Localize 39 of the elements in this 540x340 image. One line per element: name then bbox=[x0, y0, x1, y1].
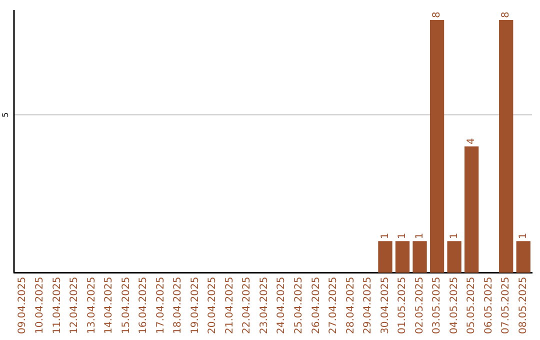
x-tick-label: 08.05.2025 bbox=[518, 276, 529, 334]
x-tick-label: 10.04.2025 bbox=[34, 276, 46, 334]
x-tick-label: 24.04.2025 bbox=[276, 276, 288, 334]
x-tick-label: 14.04.2025 bbox=[104, 276, 115, 334]
x-tick-label: 21.04.2025 bbox=[224, 276, 236, 334]
x-tick-label: 05.05.2025 bbox=[466, 276, 478, 334]
ref-line-label: 5 bbox=[1, 112, 10, 118]
x-tick-label: 04.05.2025 bbox=[448, 276, 460, 334]
x-tick-label: 22.04.2025 bbox=[242, 276, 253, 334]
data-label: 1 bbox=[448, 232, 460, 240]
data-label: 8 bbox=[500, 12, 512, 18]
x-tick-label: 07.05.2025 bbox=[500, 276, 512, 334]
x-tick-label: 06.05.2025 bbox=[483, 276, 494, 334]
x-tick-label: 13.04.2025 bbox=[86, 276, 98, 334]
x-tick-label: 19.04.2025 bbox=[190, 276, 201, 334]
x-tick-label: 27.04.2025 bbox=[328, 276, 340, 334]
data-label: 1 bbox=[380, 232, 391, 240]
x-tick-label: 18.04.2025 bbox=[172, 276, 184, 334]
data-label: 8 bbox=[432, 12, 443, 18]
data-label: 1 bbox=[414, 232, 426, 240]
x-tick-label: 30.04.2025 bbox=[380, 276, 391, 334]
x-tick-label: 01.05.2025 bbox=[397, 276, 408, 334]
x-tick-label: 16.04.2025 bbox=[138, 276, 150, 334]
x-tick-label: 02.05.2025 bbox=[414, 276, 426, 334]
x-tick-label: 28.04.2025 bbox=[345, 276, 356, 334]
data-label: 1 bbox=[397, 232, 408, 240]
data-label: 1 bbox=[518, 232, 529, 240]
x-tick-label: 17.04.2025 bbox=[155, 276, 166, 334]
x-tick-label: 09.04.2025 bbox=[17, 276, 28, 334]
data-label: 4 bbox=[466, 138, 478, 144]
x-tick-label: 12.04.2025 bbox=[69, 276, 80, 334]
x-tick-label: 20.04.2025 bbox=[207, 276, 218, 334]
x-tick-label: 25.04.2025 bbox=[293, 276, 304, 334]
x-tick-label: 15.04.2025 bbox=[120, 276, 132, 334]
x-tick-label: 29.04.2025 bbox=[362, 276, 374, 334]
x-tick-label: 23.04.2025 bbox=[258, 276, 270, 334]
x-tick-label: 26.04.2025 bbox=[310, 276, 322, 334]
x-tick-label: 03.05.2025 bbox=[432, 276, 443, 334]
x-tick-label: 11.04.2025 bbox=[52, 276, 63, 334]
